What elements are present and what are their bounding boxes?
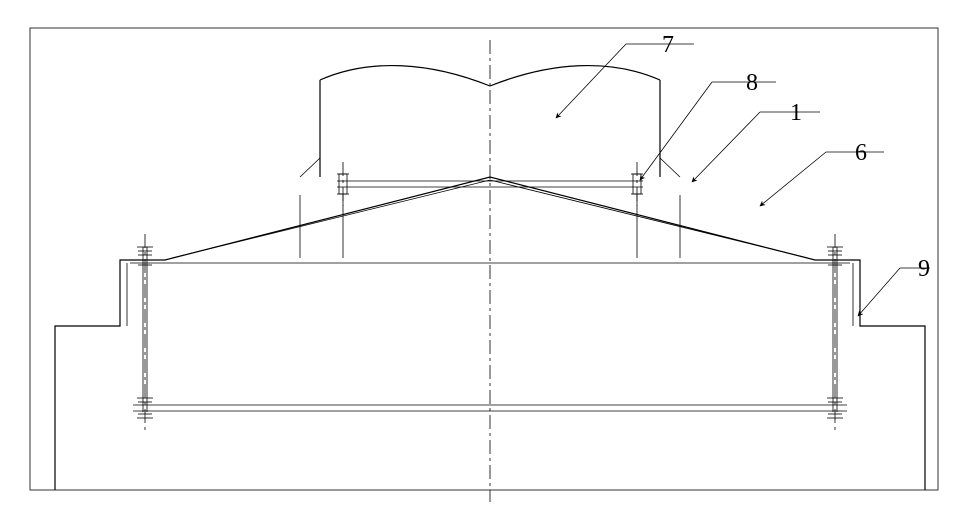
label-9: 9 [918,256,930,282]
callouts: 7 8 1 6 9 [556,32,930,316]
label-7: 7 [662,32,674,58]
outer-frame [30,28,938,490]
label-1: 1 [790,100,802,126]
label-8: 8 [746,70,758,96]
label-6: 6 [855,140,867,166]
diagram-canvas: 7 8 1 6 9 [0,0,970,515]
